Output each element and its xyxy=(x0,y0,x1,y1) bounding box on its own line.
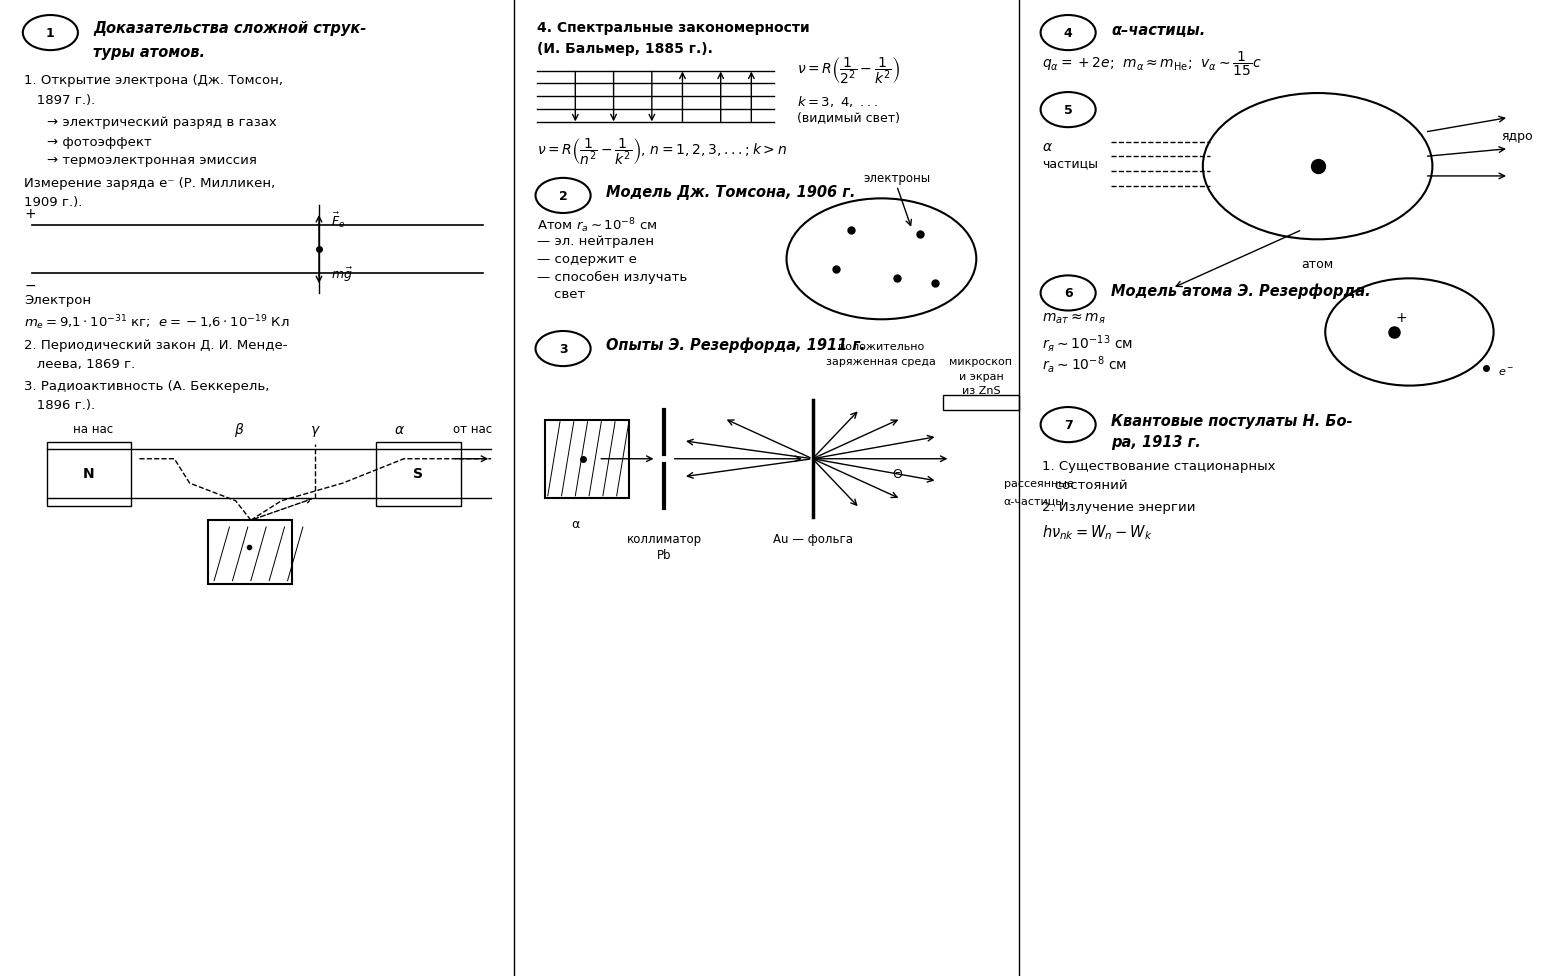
Text: α: α xyxy=(1042,140,1051,153)
Text: — способен излучать: — способен излучать xyxy=(538,271,687,283)
Text: Опыты Э. Резерфорда, 1911 г.: Опыты Э. Резерфорда, 1911 г. xyxy=(606,337,866,353)
FancyBboxPatch shape xyxy=(208,521,293,584)
Text: α: α xyxy=(394,422,404,437)
Text: Атом $r_a \sim 10^{-8}$ см: Атом $r_a \sim 10^{-8}$ см xyxy=(538,216,658,234)
Text: $\nu = R\left(\dfrac{1}{2^2} - \dfrac{1}{k^2}\right)$: $\nu = R\left(\dfrac{1}{2^2} - \dfrac{1}… xyxy=(797,55,901,86)
Text: 2: 2 xyxy=(559,190,567,202)
Text: $\nu = R\left(\dfrac{1}{n^2} - \dfrac{1}{k^2}\right)$, $n = 1, 2, 3, ...; k > n$: $\nu = R\left(\dfrac{1}{n^2} - \dfrac{1}… xyxy=(538,136,787,167)
Text: (И. Бальмер, 1885 г.).: (И. Бальмер, 1885 г.). xyxy=(538,42,713,57)
Text: 1. Существование стационарных: 1. Существование стационарных xyxy=(1042,459,1276,472)
Text: 3. Радиоактивность (А. Беккерель,: 3. Радиоактивность (А. Беккерель, xyxy=(25,379,270,393)
Text: 1. Открытие электрона (Дж. Томсон,: 1. Открытие электрона (Дж. Томсон, xyxy=(25,73,284,87)
Text: свет: свет xyxy=(538,288,586,301)
Text: → фотоэффект: → фотоэффект xyxy=(48,136,153,149)
Text: из ZnS: из ZnS xyxy=(962,386,1000,396)
Text: рассеянные: рассеянные xyxy=(1003,479,1074,488)
Text: α: α xyxy=(572,518,579,531)
Text: $h\nu_{nk} = W_n - W_k$: $h\nu_{nk} = W_n - W_k$ xyxy=(1042,523,1153,541)
Text: β: β xyxy=(234,422,243,437)
Text: 5: 5 xyxy=(1063,104,1073,117)
Text: $m_{ат} \approx m_{я}$: $m_{ат} \approx m_{я}$ xyxy=(1042,312,1106,325)
Text: леева, 1869 г.: леева, 1869 г. xyxy=(25,358,136,371)
Text: α-частицы: α-частицы xyxy=(1003,496,1065,506)
Text: коллиматор: коллиматор xyxy=(627,532,701,545)
Text: на нас: на нас xyxy=(72,422,114,435)
Text: Pb: Pb xyxy=(656,549,672,562)
Text: $\vec{F}_e$: $\vec{F}_e$ xyxy=(331,211,345,231)
Text: заряженная среда: заряженная среда xyxy=(826,357,937,367)
Text: → термоэлектронная эмиссия: → термоэлектронная эмиссия xyxy=(48,154,257,167)
Text: 4: 4 xyxy=(1063,27,1073,40)
Text: Au — фольга: Au — фольга xyxy=(772,532,852,545)
Text: $r_a \sim 10^{-8}$ см: $r_a \sim 10^{-8}$ см xyxy=(1042,354,1126,375)
Text: −: − xyxy=(25,279,35,293)
Text: 2. Периодический закон Д. И. Менде-: 2. Периодический закон Д. И. Менде- xyxy=(25,338,288,352)
Text: и экран: и экран xyxy=(959,371,1003,381)
Text: Измерение заряда е⁻ (Р. Милликен,: Измерение заряда е⁻ (Р. Милликен, xyxy=(25,177,276,190)
Text: 1: 1 xyxy=(46,27,55,40)
Text: +: + xyxy=(1396,311,1407,324)
Text: S: S xyxy=(413,467,422,481)
FancyBboxPatch shape xyxy=(943,396,1019,410)
Text: 4. Спектральные закономерности: 4. Спектральные закономерности xyxy=(538,21,809,35)
Text: Θ: Θ xyxy=(892,467,901,480)
Text: частицы: частицы xyxy=(1042,157,1099,170)
Text: атом: атом xyxy=(1302,258,1333,271)
Text: ядро: ядро xyxy=(1501,130,1533,143)
Text: α–частицы.: α–частицы. xyxy=(1111,22,1205,38)
Text: положительно: положительно xyxy=(838,341,925,352)
Text: $m_e = 9{,}1\cdot10^{-31}$ кг;  $e = -1{,}6\cdot10^{-19}$ Кл: $m_e = 9{,}1\cdot10^{-31}$ кг; $e = -1{,… xyxy=(25,314,290,332)
Text: $e^-$: $e^-$ xyxy=(1498,366,1515,377)
Text: γ: γ xyxy=(311,422,319,437)
Text: Электрон: Электрон xyxy=(25,294,91,307)
Text: 7: 7 xyxy=(1063,419,1073,432)
Text: электроны: электроны xyxy=(863,172,931,185)
FancyBboxPatch shape xyxy=(48,443,131,506)
Text: 3: 3 xyxy=(559,343,567,356)
Text: 1909 г.).: 1909 г.). xyxy=(25,196,83,209)
FancyBboxPatch shape xyxy=(376,443,461,506)
Text: 6: 6 xyxy=(1063,287,1073,300)
Text: от нас: от нас xyxy=(453,422,492,435)
Text: Доказательства сложной струк-: Доказательства сложной струк- xyxy=(92,21,367,36)
Text: → электрический разряд в газах: → электрический разряд в газах xyxy=(48,116,277,129)
Text: туры атомов.: туры атомов. xyxy=(92,45,205,61)
Text: +: + xyxy=(25,206,35,221)
Text: микроскоп: микроскоп xyxy=(949,357,1012,366)
Text: $m\vec{g}$: $m\vec{g}$ xyxy=(331,265,353,283)
Text: 2. Излучение энергии: 2. Излучение энергии xyxy=(1042,500,1196,513)
Text: ра, 1913 г.: ра, 1913 г. xyxy=(1111,435,1200,449)
Text: 1897 г.).: 1897 г.). xyxy=(25,94,96,106)
Text: Квантовые постулаты Н. Бо-: Квантовые постулаты Н. Бо- xyxy=(1111,413,1353,429)
FancyBboxPatch shape xyxy=(544,420,629,498)
Text: состояний: состояний xyxy=(1042,479,1128,491)
Text: $k = 3,\ 4,\ ...$: $k = 3,\ 4,\ ...$ xyxy=(797,94,878,108)
Text: N: N xyxy=(83,467,94,481)
Text: Модель Дж. Томсона, 1906 г.: Модель Дж. Томсона, 1906 г. xyxy=(606,185,855,199)
Text: $r_{я} \sim 10^{-13}$ см: $r_{я} \sim 10^{-13}$ см xyxy=(1042,332,1133,354)
Text: Модель атома Э. Резерфорда.: Модель атома Э. Резерфорда. xyxy=(1111,283,1370,298)
Text: $q_\alpha = +2e$;  $m_\alpha \approx m_{\mathrm{He}}$;  $v_\alpha \sim \dfrac{1}: $q_\alpha = +2e$; $m_\alpha \approx m_{\… xyxy=(1042,50,1262,78)
Text: — эл. нейтрален: — эл. нейтрален xyxy=(538,235,655,248)
Text: 1896 г.).: 1896 г.). xyxy=(25,399,96,412)
Text: (видимый свет): (видимый свет) xyxy=(797,110,900,123)
Text: — содержит е: — содержит е xyxy=(538,253,636,266)
